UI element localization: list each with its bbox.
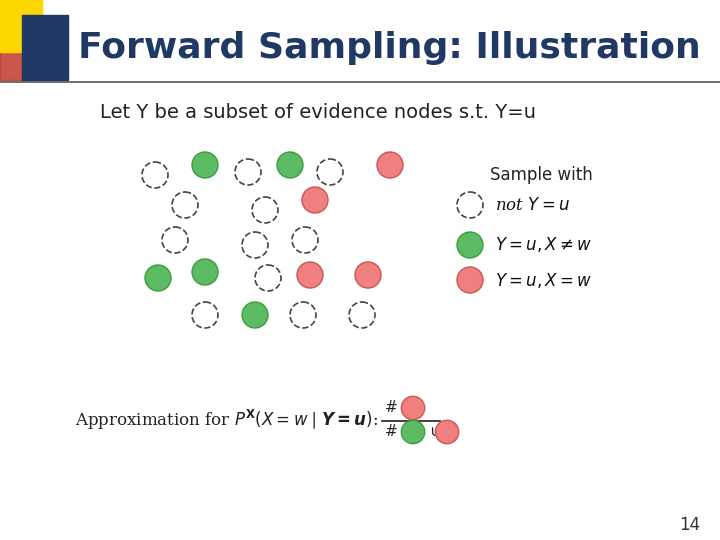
Circle shape [457,267,483,293]
Circle shape [377,152,403,178]
Circle shape [401,420,425,444]
Circle shape [290,302,316,328]
Text: #: # [385,401,397,415]
Circle shape [142,162,168,188]
Circle shape [172,192,198,218]
Text: 14: 14 [679,516,700,534]
Circle shape [349,302,375,328]
Circle shape [277,152,303,178]
Circle shape [355,262,381,288]
Circle shape [292,227,318,253]
Circle shape [162,227,188,253]
Text: Sample with: Sample with [490,166,593,184]
Text: not $Y = u$: not $Y = u$ [495,197,570,213]
Bar [22,15,68,80]
Circle shape [192,152,218,178]
Circle shape [192,302,218,328]
Circle shape [436,420,459,444]
Text: Approximation for $P^{\mathbf{X}}(X = w \mid \boldsymbol{Y = u})$:: Approximation for $P^{\mathbf{X}}(X = w … [75,408,378,432]
Circle shape [297,262,323,288]
Bar [0,38,30,80]
Circle shape [242,232,268,258]
Text: Let Y be a subset of evidence nodes s.t. Y=u: Let Y be a subset of evidence nodes s.t.… [100,103,536,122]
Circle shape [302,187,328,213]
Circle shape [192,259,218,285]
Circle shape [235,159,261,185]
Circle shape [242,302,268,328]
Circle shape [457,232,483,258]
Circle shape [401,396,425,420]
Text: ∪: ∪ [429,424,440,440]
Bar [0,0,42,52]
Circle shape [252,197,278,223]
Text: $Y = u, X \neq w$: $Y = u, X \neq w$ [495,235,592,254]
Circle shape [317,159,343,185]
Text: #: # [385,424,397,440]
Circle shape [145,265,171,291]
Circle shape [255,265,281,291]
Text: $Y = u, X = w$: $Y = u, X = w$ [495,271,592,289]
Circle shape [457,192,483,218]
Text: Forward Sampling: Illustration: Forward Sampling: Illustration [78,31,701,65]
